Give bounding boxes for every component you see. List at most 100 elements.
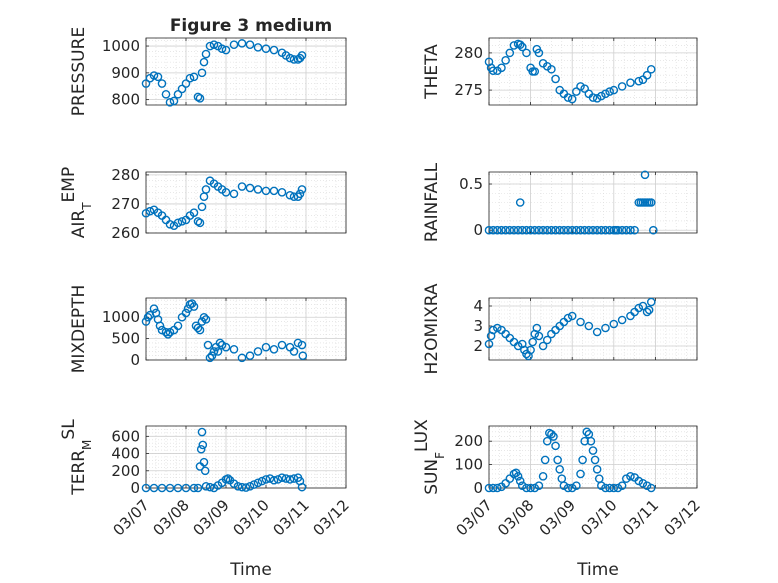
data-point xyxy=(634,76,644,86)
data-point xyxy=(528,337,537,347)
data-point xyxy=(517,42,527,52)
y-tick-label: 200 xyxy=(111,462,140,480)
data-point xyxy=(592,327,602,337)
data-point xyxy=(484,339,494,349)
data-point xyxy=(515,198,525,207)
data-point xyxy=(542,225,552,235)
data-point xyxy=(141,483,151,493)
data-point xyxy=(530,67,540,76)
y-axis-label: SUNFLUX xyxy=(412,419,447,495)
data-point xyxy=(538,225,548,235)
data-point xyxy=(253,185,263,194)
data-point xyxy=(155,321,165,331)
data-point xyxy=(515,476,525,486)
y-tick-label: 275 xyxy=(454,81,483,99)
x-axis-label: Time xyxy=(576,560,619,580)
y-axis-label: RAINFALL xyxy=(422,162,442,242)
data-point xyxy=(163,330,173,339)
data-point xyxy=(567,225,577,235)
data-point xyxy=(249,480,259,489)
data-point xyxy=(213,347,223,356)
data-point xyxy=(207,351,217,361)
data-point xyxy=(205,353,215,363)
data-point xyxy=(493,483,502,493)
x-tick-label: 03/07 xyxy=(453,496,496,539)
data-point xyxy=(269,45,279,55)
data-point xyxy=(141,79,151,88)
axes-box xyxy=(145,37,347,106)
data-point xyxy=(547,64,556,74)
data-point xyxy=(551,74,560,84)
data-point xyxy=(534,225,544,235)
data-point xyxy=(205,482,215,492)
data-point xyxy=(201,315,211,324)
data-point xyxy=(173,89,183,99)
data-point xyxy=(580,436,589,446)
data-point xyxy=(549,432,558,441)
data-point xyxy=(289,55,299,64)
subplot-rainfall: 0 0.5 RAINFALL xyxy=(422,162,698,242)
y-tick-label: 100 xyxy=(454,456,483,474)
data-point xyxy=(493,225,502,235)
data-point xyxy=(199,57,209,67)
data-point xyxy=(297,51,307,60)
data-point xyxy=(551,441,560,451)
data-point xyxy=(196,444,206,454)
data-point xyxy=(605,483,614,493)
data-point xyxy=(580,84,589,93)
data-point xyxy=(173,218,183,228)
y-axis-label: H2OMIXRA xyxy=(422,283,442,374)
y-axis-label: TERRMSL xyxy=(59,419,94,496)
data-point xyxy=(497,225,506,235)
data-point xyxy=(592,94,602,103)
data-point xyxy=(229,189,239,199)
data-point xyxy=(205,41,215,51)
data-point xyxy=(181,308,191,318)
data-point xyxy=(237,353,247,363)
data-point xyxy=(237,39,247,48)
axes-box xyxy=(488,171,698,234)
axes-box xyxy=(145,171,347,234)
y-tick-label: 600 xyxy=(111,427,140,445)
data-point xyxy=(233,481,243,491)
data-point xyxy=(195,94,205,103)
data-point xyxy=(165,483,175,493)
data-point xyxy=(646,483,656,493)
y-tick-label: 0 xyxy=(130,351,140,369)
y-tick-label: 0.5 xyxy=(459,175,483,193)
data-point xyxy=(173,483,183,493)
data-point xyxy=(530,225,540,235)
data-point xyxy=(563,93,573,102)
subplot-air-temp: 260 270 280 AIRTEMP xyxy=(59,166,347,242)
data-point xyxy=(626,472,635,481)
y-tick-label: 500 xyxy=(111,330,140,348)
x-tick-label: 03/10 xyxy=(230,496,273,539)
data-point xyxy=(289,347,299,356)
data-point xyxy=(542,436,552,446)
y-axis-label: THETA xyxy=(422,44,442,100)
data-point xyxy=(534,48,544,58)
x-tick-label: 03/07 xyxy=(110,496,153,539)
data-point xyxy=(200,466,210,476)
data-point xyxy=(261,186,271,196)
data-point xyxy=(277,188,287,197)
data-point xyxy=(547,225,556,235)
data-point xyxy=(189,302,199,311)
data-point xyxy=(241,483,251,492)
data-point xyxy=(265,474,275,483)
x-tick-label: 03/08 xyxy=(494,496,537,539)
data-point xyxy=(547,429,556,439)
data-point xyxy=(597,225,606,235)
data-point xyxy=(567,483,577,493)
data-point xyxy=(626,225,635,235)
data-point xyxy=(605,225,614,235)
data-point xyxy=(199,312,209,322)
y-tick-label: 3 xyxy=(473,317,483,335)
data-point xyxy=(538,472,548,481)
data-point xyxy=(141,317,151,326)
data-point xyxy=(646,297,656,307)
data-point xyxy=(617,481,627,490)
data-point xyxy=(285,53,295,63)
data-point xyxy=(269,475,279,485)
